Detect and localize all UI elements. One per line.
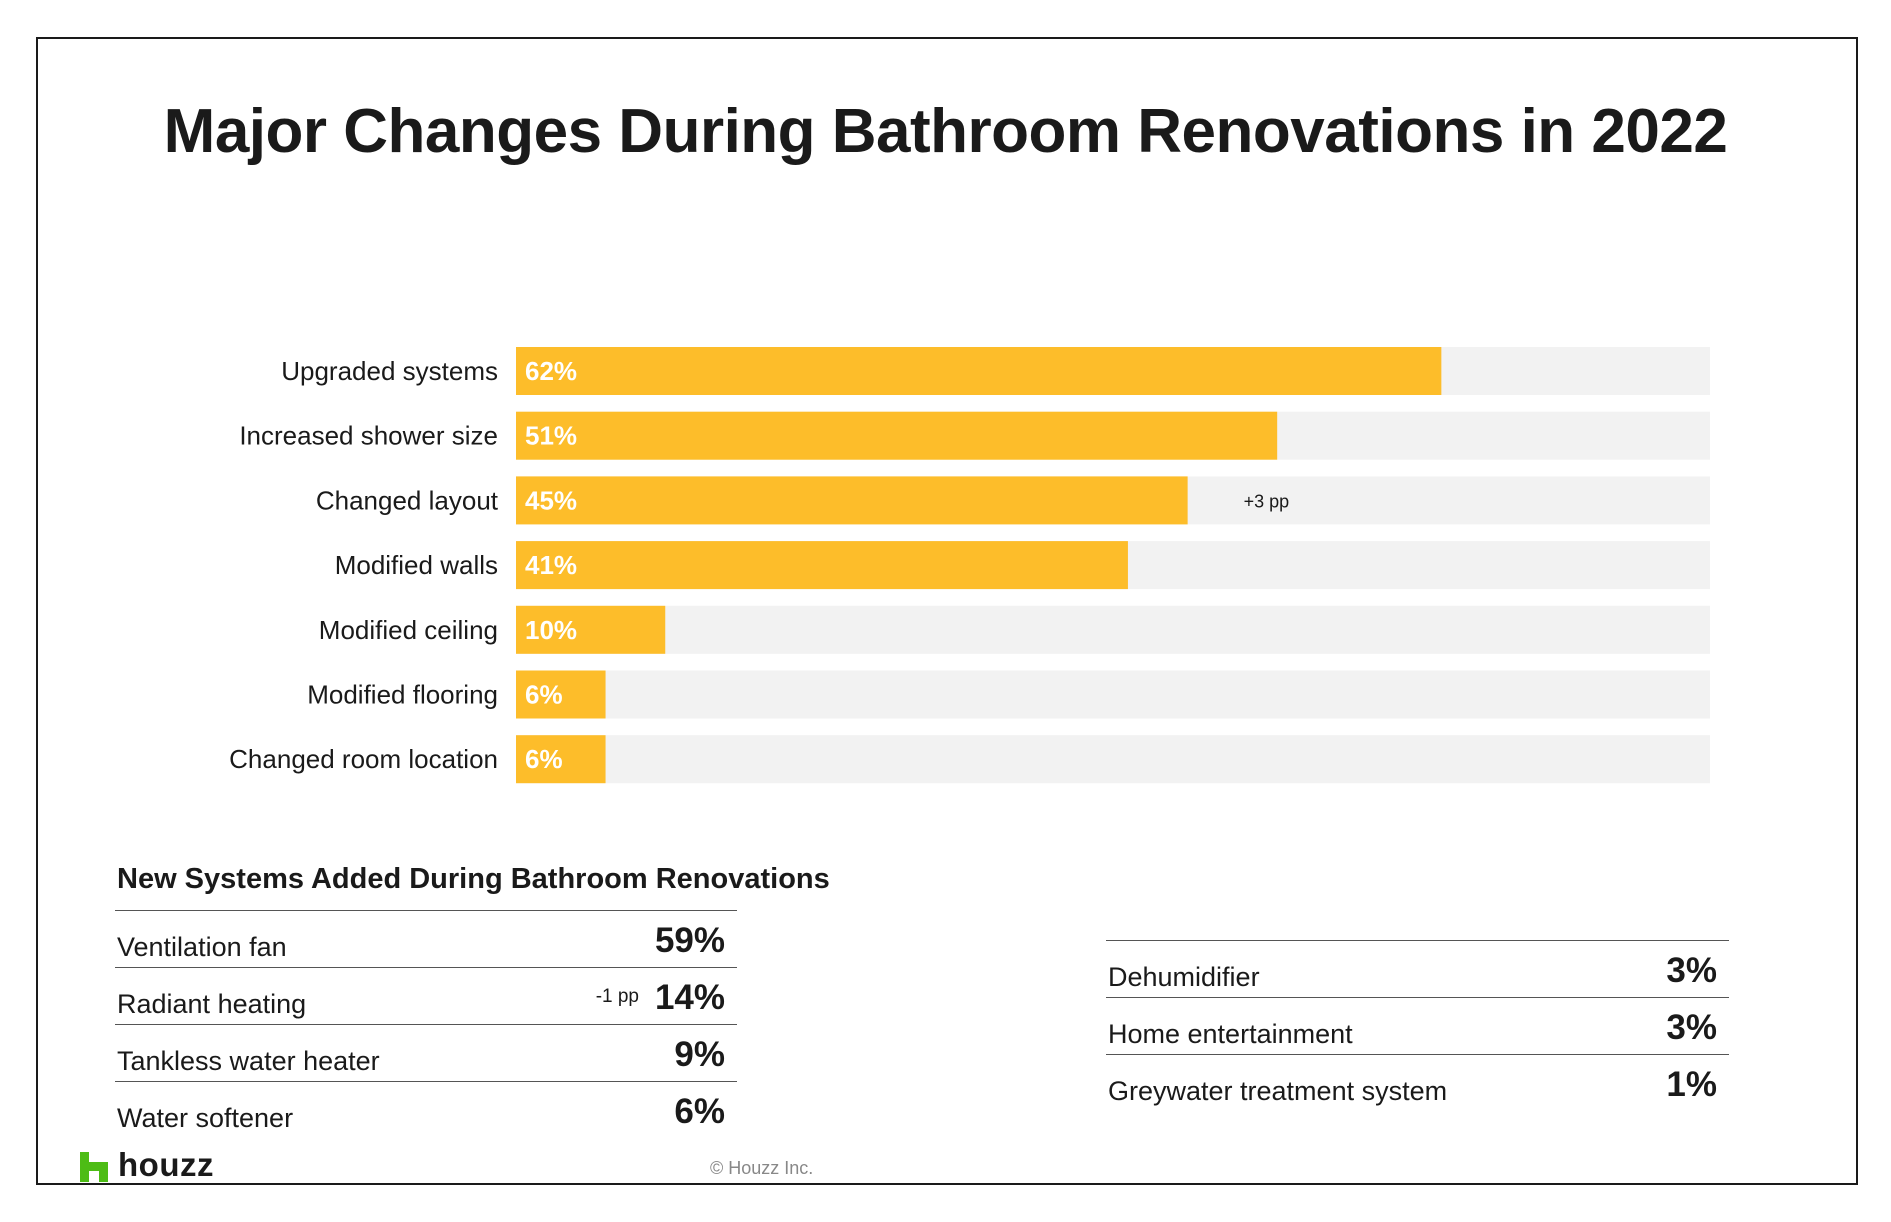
bar-track [516,735,1710,784]
table-row: Dehumidifier 3% [1106,940,1729,997]
row-label: Tankless water heater [117,1046,380,1076]
row-label: Home entertainment [1108,1019,1353,1049]
row-label: Water softener [117,1103,294,1133]
table-row: Ventilation fan 59% [115,910,737,967]
chart-title: Major Changes During Bathroom Renovation… [163,97,1728,166]
bar-value-label: 10% [525,615,577,645]
row-label: Radiant heating [117,989,307,1019]
houzz-logo-icon [80,1152,108,1182]
category-label: Increased shower size [239,421,498,451]
table-row: Tankless water heater 9% [115,1024,737,1081]
systems-table-left: Ventilation fan 59% Radiant heating -1 p… [115,910,737,1138]
bar-chart: Upgraded systems 62% Increased shower size… [229,347,1710,784]
bar [516,605,666,654]
category-label: Upgraded systems [281,356,498,386]
category-label: Modified flooring [307,680,498,710]
bar-annotation: +3 pp [1244,491,1290,511]
category-label: Changed room location [229,744,498,774]
row-value: 3% [1666,1008,1717,1047]
bar-track [516,670,1710,719]
bar [516,670,606,719]
row-change: -1 pp [595,986,639,1007]
bar-value-label: 6% [525,744,563,774]
bar-value-label: 51% [525,421,577,451]
row-label: Greywater treatment system [1108,1076,1448,1106]
bar [516,347,1442,395]
bar-value-label: 41% [525,550,577,580]
systems-table-title: New Systems Added During Bathroom Renova… [117,863,830,895]
category-label: Changed layout [316,485,499,515]
houzz-logo-text: houzz [118,1146,214,1183]
bar-value-label: 45% [525,485,577,515]
row-value: 3% [1666,951,1717,990]
systems-table-right: Dehumidifier 3% Home entertainment 3% Gr… [1106,940,1729,1111]
category-label: Modified ceiling [319,615,498,645]
row-label: Dehumidifier [1108,962,1260,992]
table-row: Greywater treatment system 1% [1106,1054,1729,1111]
row-value: 6% [674,1092,725,1131]
copyright-text: © Houzz Inc. [710,1158,814,1178]
bar-value-label: 62% [525,356,577,386]
table-row: Radiant heating -1 pp 14% [115,967,737,1024]
table-row: Home entertainment 3% [1106,997,1729,1054]
row-value: 14% [654,978,725,1017]
bar-value-label: 6% [525,680,563,710]
bar [516,541,1128,590]
table-row: Water softener 6% [115,1081,737,1138]
row-value: 59% [654,921,725,960]
row-value: 9% [674,1035,725,1074]
row-value: 1% [1666,1065,1717,1104]
row-label: Ventilation fan [117,932,287,962]
bar [516,411,1278,460]
bar [516,735,606,784]
bar [516,476,1188,525]
category-label: Modified walls [335,550,498,580]
bar-track [516,605,1710,654]
